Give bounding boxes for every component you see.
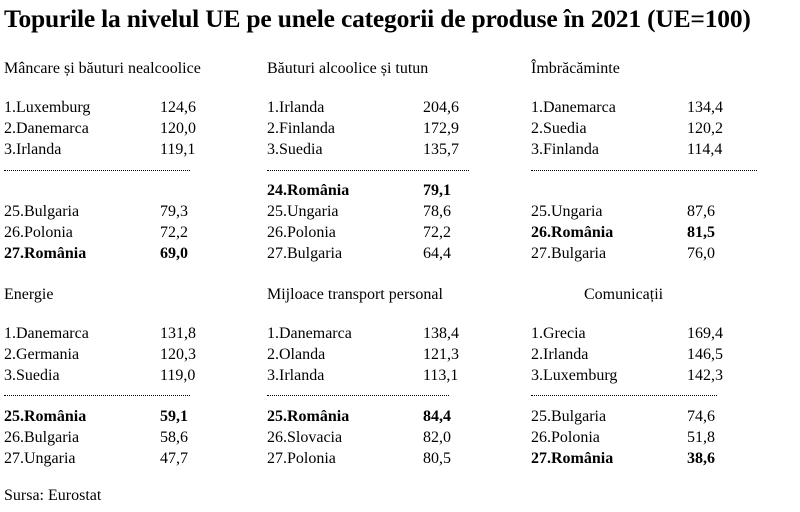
- country-name: 27.Bulgaria: [531, 245, 607, 262]
- index-value: 78,6: [423, 203, 451, 220]
- index-value: 47,7: [160, 450, 188, 467]
- country-name: 25.Ungaria: [531, 203, 603, 220]
- country-name: 25.Ungaria: [267, 203, 339, 220]
- index-value: 81,5: [687, 224, 715, 241]
- index-value: 114,4: [687, 141, 723, 158]
- index-value: 79,3: [160, 203, 188, 220]
- country-name: 25.România: [4, 408, 87, 425]
- section-title: Mâncare și băuturi nealcoolice: [4, 60, 201, 77]
- country-name: 27.România: [4, 245, 87, 262]
- index-value: 146,5: [687, 346, 723, 363]
- source-note: Sursa: Eurostat: [4, 487, 102, 504]
- country-name: 26.Polonia: [267, 224, 336, 241]
- country-name: 25.Bulgaria: [531, 408, 607, 425]
- country-name: 26.Slovacia: [267, 429, 343, 446]
- index-value: 142,3: [687, 367, 723, 384]
- country-name: 25.România: [267, 408, 350, 425]
- dotted-separator: [4, 168, 190, 171]
- country-name: 26.Polonia: [531, 429, 600, 446]
- index-value: 79,1: [423, 182, 451, 199]
- country-name: 1.Danemarca: [4, 325, 89, 342]
- country-name: 26.Bulgaria: [4, 429, 80, 446]
- country-name: 27.Bulgaria: [267, 245, 343, 262]
- dotted-separator: [267, 393, 449, 396]
- index-value: 119,0: [160, 367, 196, 384]
- index-value: 124,6: [160, 99, 196, 116]
- index-value: 72,2: [423, 224, 451, 241]
- index-value: 131,8: [160, 325, 196, 342]
- country-name: 1.Danemarca: [531, 99, 616, 116]
- country-name: 1.Luxemburg: [4, 99, 91, 116]
- index-value: 38,6: [687, 450, 715, 467]
- section-title: Comunicații: [584, 286, 664, 303]
- country-name: 2.Danemarca: [4, 120, 89, 137]
- section-title: Îmbrăcăminte: [531, 60, 620, 77]
- index-value: 169,4: [687, 325, 723, 342]
- country-name: 1.Grecia: [531, 325, 586, 342]
- country-name: 3.Irlanda: [267, 367, 325, 384]
- index-value: 74,6: [687, 408, 715, 425]
- country-name: 3.Suedia: [267, 141, 323, 158]
- index-value: 84,4: [423, 408, 451, 425]
- index-value: 119,1: [160, 141, 196, 158]
- index-value: 59,1: [160, 408, 188, 425]
- country-name: 3.Suedia: [4, 367, 60, 384]
- country-name: 27.Polonia: [267, 450, 336, 467]
- country-name: 3.Irlanda: [4, 141, 62, 158]
- country-name: 25.Bulgaria: [4, 203, 80, 220]
- dotted-separator: [531, 393, 717, 396]
- country-name: 2.Finlanda: [267, 120, 335, 137]
- section-title: Energie: [4, 286, 54, 303]
- index-value: 51,8: [687, 429, 715, 446]
- country-name: 2.Irlanda: [531, 346, 589, 363]
- index-value: 138,4: [423, 325, 459, 342]
- index-value: 113,1: [423, 367, 459, 384]
- index-value: 58,6: [160, 429, 188, 446]
- country-name: 26.Polonia: [4, 224, 73, 241]
- country-name: 2.Olanda: [267, 346, 326, 363]
- country-name: 2.Suedia: [531, 120, 587, 137]
- index-value: 135,7: [423, 141, 459, 158]
- country-name: 2.Germania: [4, 346, 80, 363]
- country-name: 1.Danemarca: [267, 325, 352, 342]
- country-name: 3.Luxemburg: [531, 367, 618, 384]
- country-name: 27.România: [531, 450, 614, 467]
- index-value: 120,2: [687, 120, 723, 137]
- page-title: Topurile la nivelul UE pe unele categori…: [4, 4, 751, 33]
- section-title: Băuturi alcoolice și tutun: [267, 60, 429, 77]
- country-name: 26.România: [531, 224, 614, 241]
- index-value: 72,2: [160, 224, 188, 241]
- index-value: 64,4: [423, 245, 451, 262]
- index-value: 134,4: [687, 99, 723, 116]
- index-value: 87,6: [687, 203, 715, 220]
- index-value: 120,3: [160, 346, 196, 363]
- country-name: 24.România: [267, 182, 350, 199]
- index-value: 80,5: [423, 450, 451, 467]
- index-value: 69,0: [160, 245, 188, 262]
- index-value: 172,9: [423, 120, 459, 137]
- index-value: 204,6: [423, 99, 459, 116]
- section-title: Mijloace transport personal: [267, 286, 443, 303]
- dotted-separator: [531, 168, 757, 171]
- dotted-separator: [4, 393, 190, 396]
- index-value: 82,0: [423, 429, 451, 446]
- index-value: 120,0: [160, 120, 196, 137]
- index-value: 121,3: [423, 346, 459, 363]
- country-name: 27.Ungaria: [4, 450, 76, 467]
- country-name: 1.Irlanda: [267, 99, 325, 116]
- dotted-separator: [267, 168, 469, 171]
- country-name: 3.Finlanda: [531, 141, 599, 158]
- index-value: 76,0: [687, 245, 715, 262]
